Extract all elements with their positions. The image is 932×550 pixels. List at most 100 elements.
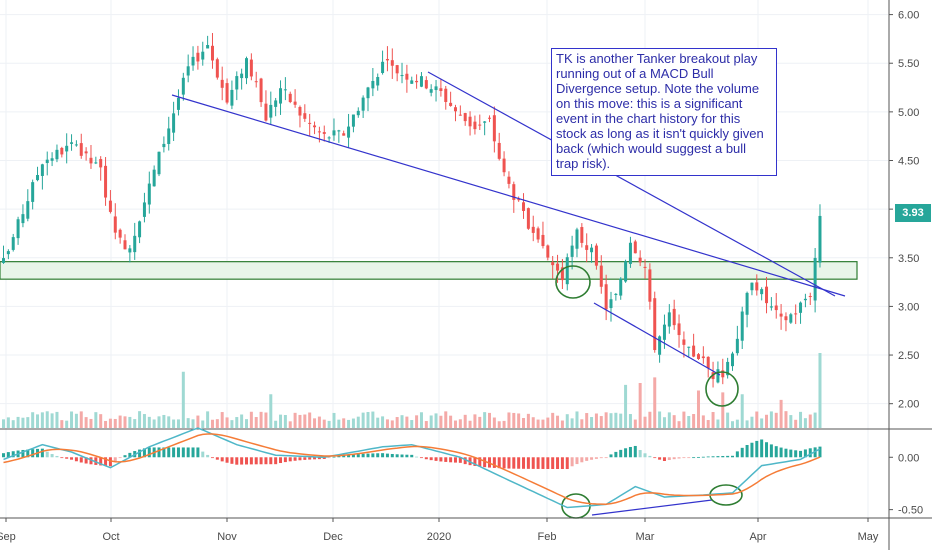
volume-bar <box>609 413 613 428</box>
time-tick-label: Oct <box>102 531 119 543</box>
candle-body <box>599 265 603 287</box>
volume-bar <box>449 415 453 428</box>
volume-bar <box>206 411 210 428</box>
volume-bar <box>201 420 205 428</box>
macd-histogram-bar <box>502 457 506 469</box>
candle-body <box>580 227 584 243</box>
annotation-text: TK is another Tanker breakout play runni… <box>556 51 764 171</box>
macd-histogram-bar <box>667 457 671 460</box>
candle-body <box>322 132 326 134</box>
macd-histogram-bar <box>322 457 326 459</box>
macd-histogram-bar <box>313 457 317 460</box>
volume-bar <box>245 419 248 428</box>
macd-histogram-bar <box>633 445 637 458</box>
candle-body <box>774 305 778 311</box>
trendline <box>593 302 721 376</box>
volume-bar <box>478 416 482 428</box>
volume-bar <box>735 419 739 428</box>
macd-histogram-bar <box>288 457 292 462</box>
volume-bar <box>740 394 744 428</box>
candle-body <box>303 113 307 119</box>
candle-body <box>220 79 224 88</box>
volume-bar <box>551 412 555 428</box>
price-tick-label: 3.50 <box>898 253 919 265</box>
candle-body <box>147 183 151 205</box>
volume-bar <box>769 411 773 428</box>
macd-histogram-bar <box>118 457 122 459</box>
macd-histogram-bar <box>692 457 696 459</box>
volume-bar <box>162 414 166 428</box>
macd-histogram-bar <box>201 451 205 458</box>
macd-histogram-bar <box>643 453 647 458</box>
volume-bar <box>55 411 59 428</box>
volume-bar <box>750 416 754 428</box>
volume-bar <box>74 413 78 428</box>
macd-histogram-bar <box>687 457 691 459</box>
volume-bar <box>488 412 491 428</box>
volume-bar <box>556 415 560 428</box>
volume-bar <box>594 413 598 428</box>
volume-bar <box>26 417 30 428</box>
volume-bar <box>118 415 122 428</box>
macd-histogram-bar <box>784 448 788 458</box>
macd-histogram-bar <box>453 457 457 463</box>
volume-bar <box>157 416 161 428</box>
resistance-zone-layer <box>0 261 858 280</box>
volume-bar <box>590 417 594 428</box>
volume-bar <box>434 413 438 428</box>
candle-body <box>813 257 817 301</box>
price-tick-label: 5.50 <box>898 58 919 70</box>
macd-histogram-bar <box>609 454 613 458</box>
volume-bar <box>225 417 229 428</box>
candle-body <box>575 229 579 249</box>
annotation-box: TK is another Tanker breakout play runni… <box>551 48 777 176</box>
volume-bar <box>113 418 117 428</box>
time-tick-label: Dec <box>323 531 343 543</box>
candle-body <box>104 165 108 198</box>
volume-bar <box>453 420 457 428</box>
volume-bar <box>803 418 807 428</box>
volume-bar <box>483 412 487 428</box>
volume-bar <box>405 416 409 428</box>
candle-body <box>750 282 754 291</box>
volume-bar <box>818 353 822 428</box>
macd-histogram-bar <box>463 457 467 465</box>
macd-histogram-bar <box>789 449 793 458</box>
candle-body <box>745 292 749 315</box>
candle-body <box>633 241 637 254</box>
volume-bar <box>230 420 234 428</box>
candle-body <box>672 308 676 326</box>
volume-bar <box>701 415 705 428</box>
volume-bar <box>313 418 317 428</box>
volume-bar <box>755 411 759 428</box>
volume-bar <box>419 412 423 428</box>
volume-bar <box>356 416 360 428</box>
volume-bar <box>385 419 389 428</box>
macd-histogram-bar <box>551 457 555 469</box>
candle-body <box>570 245 574 257</box>
volume-bar <box>347 419 351 428</box>
volume-bar <box>517 413 521 428</box>
last-price-label: 3.93 <box>902 207 924 219</box>
macd-histogram-bar <box>818 446 822 458</box>
candle-body <box>108 200 112 212</box>
candle-body <box>327 137 331 139</box>
candle-body <box>531 226 535 233</box>
macd-histogram-bar <box>711 456 715 458</box>
volume-bar <box>70 411 74 428</box>
macd-histogram-bar <box>293 457 297 461</box>
candle-body <box>332 130 336 136</box>
candle-body <box>176 97 180 110</box>
macd-histogram-bar <box>512 457 516 469</box>
volume-bar <box>142 414 146 428</box>
volume-bar <box>439 415 443 428</box>
candle-body <box>283 89 287 91</box>
volume-bar <box>400 415 404 428</box>
volume-bar <box>181 371 185 428</box>
volume-bar <box>677 421 681 428</box>
volume-bar <box>774 412 778 428</box>
candle-body <box>565 257 569 285</box>
candle-body <box>181 77 185 95</box>
candle-body <box>235 76 239 90</box>
macd-histogram-bar <box>779 447 783 458</box>
